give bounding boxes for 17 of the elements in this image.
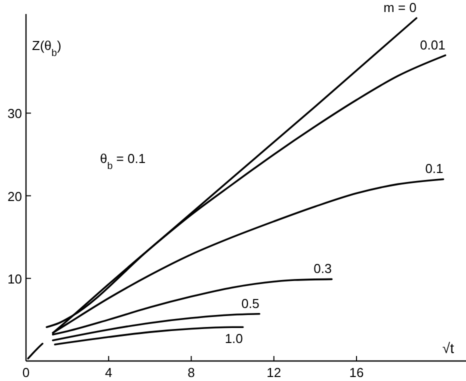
series-label: 0.3 — [314, 261, 332, 276]
x-tick-label: 4 — [105, 365, 112, 380]
y-tick-label: 20 — [8, 188, 22, 204]
series-label: 0.5 — [241, 296, 260, 311]
series-label: 1.0 — [224, 331, 243, 346]
y-axis-title: Z(θ$_{b}$) — [32, 38, 62, 58]
x-tick-label: 0 — [22, 365, 30, 380]
x-axis-title: √t — [442, 340, 454, 356]
x-tick-label: 16 — [349, 365, 364, 380]
annotation: θ$_{b}$ = 0.1 — [100, 151, 146, 172]
y-tick-label: 30 — [8, 106, 22, 122]
y-tick-label: 10 — [8, 271, 22, 286]
series-label: 0.1 — [425, 161, 444, 176]
x-tick-label: 12 — [266, 365, 282, 380]
series-label: 0.01 — [420, 37, 446, 52]
series-label: m = 0 — [384, 0, 416, 16]
x-tick-label: 8 — [188, 365, 195, 380]
